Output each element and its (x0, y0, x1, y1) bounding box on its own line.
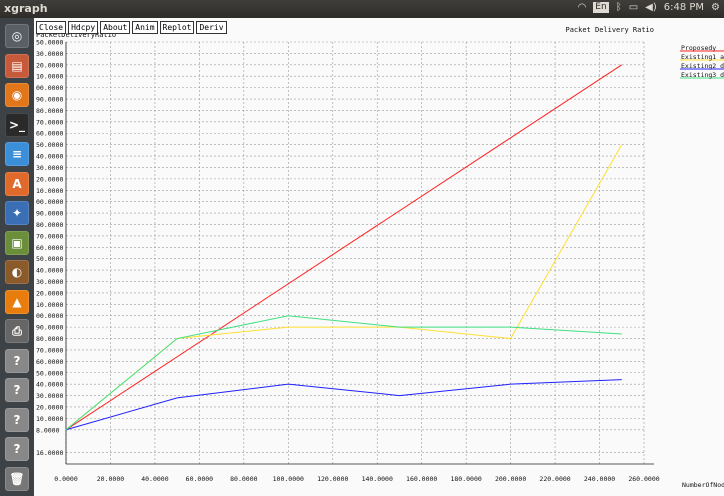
xgraph-hdcpy-button[interactable]: Hdcpy (68, 21, 99, 34)
y-tick-label: 10.0000 (36, 415, 63, 423)
x-tick-label: 160.0000 (406, 475, 437, 483)
printer-icon[interactable]: ⎙ (5, 319, 29, 343)
y-tick-label: 30.0000 (36, 50, 63, 58)
y-tick-label: 20.0000 (36, 175, 63, 183)
writer-icon[interactable]: ≡ (5, 142, 29, 166)
y-tick-label: 30.0000 (36, 392, 63, 400)
y-tick-label: 60.0000 (36, 244, 63, 252)
xgraph-anim-button[interactable]: Anim (132, 21, 158, 34)
x-tick-label: 100.0000 (273, 475, 304, 483)
chart-title: Packet Delivery Ratio (565, 26, 654, 34)
y-tick-label: 70.0000 (36, 346, 63, 354)
keyboard-layout-indicator[interactable]: En (593, 2, 609, 13)
launcher: ◎ ▤ ◉ >_ ≡ A ✦ ▣ ◐ ▲ ⎙???? 🗑 (0, 18, 34, 496)
files-icon[interactable]: ▤ (5, 53, 29, 78)
trash-icon[interactable]: 🗑 (5, 466, 29, 491)
legend-entry: Proposedy (681, 44, 716, 52)
unknown-app-icon[interactable]: ? (5, 437, 29, 461)
vlc-icon[interactable]: ▲ (5, 289, 29, 314)
x-tick-label: 180.0000 (450, 475, 481, 483)
y-tick-label: 80.0000 (36, 107, 63, 115)
y-tick-label: 40.0000 (36, 153, 63, 161)
x-tick-label: 60.0000 (186, 475, 213, 483)
y-tick-label: 50.0000 (36, 255, 63, 263)
y-tick-label: 20.0000 (36, 61, 63, 69)
y-axis-label: PacketDeliveryRatio (36, 31, 116, 39)
power-gear-icon[interactable]: ⚙ (711, 2, 720, 13)
legend-entry: Existing1 aodv (681, 53, 724, 61)
y-tick-label: 00.0000 (36, 312, 63, 320)
y-tick-label: 40.0000 (36, 381, 63, 389)
series-line-2 (65, 144, 623, 431)
window-title: xgraph (4, 2, 48, 15)
unknown-app-icon[interactable]: ? (5, 348, 29, 373)
volume-icon[interactable]: ◀) (645, 2, 657, 13)
x-tick-label: 200.0000 (495, 475, 526, 483)
y-tick-label: 20.0000 (36, 289, 63, 297)
legend-entry: Existing2 dsdv (681, 62, 724, 70)
chart-canvas: 16.0000 8.0000 10.0000 20.0000 30.0000 40.000… (36, 26, 724, 489)
x-tick-label: 140.0000 (362, 475, 393, 483)
y-tick-label: 90.0000 (36, 96, 63, 104)
x-tick-label: 240.0000 (584, 475, 615, 483)
battery-icon[interactable]: ▭ (628, 2, 639, 13)
y-tick-label: 10.0000 (36, 73, 63, 81)
y-tick-label: 70.0000 (36, 118, 63, 126)
image-viewer-icon[interactable]: ▣ (5, 230, 29, 255)
x-tick-label: 40.0000 (141, 475, 168, 483)
y-tick-label: 90.0000 (36, 210, 63, 218)
legend-entry: Existing3 dsr (681, 71, 724, 79)
xgraph-deriv-button[interactable]: Deriv (196, 21, 227, 34)
y-tick-label: 30.0000 (36, 278, 63, 286)
y-tick-label: 10.0000 (36, 301, 63, 309)
y-tick-label: 16.0000 (36, 449, 63, 457)
bluetooth-icon[interactable]: ᛒ (615, 2, 622, 13)
y-tick-label: 50.0000 (36, 39, 63, 47)
y-tick-label: 8.0000 (36, 426, 60, 434)
series-line-3 (65, 379, 622, 431)
series-line-4 (65, 315, 622, 431)
xgraph-close-button[interactable]: Close (36, 21, 67, 34)
y-tick-label: 60.0000 (36, 130, 63, 138)
settings-icon[interactable]: ✦ (5, 201, 29, 225)
y-tick-label: 50.0000 (36, 369, 63, 377)
unknown-app-icon[interactable]: ? (5, 407, 29, 432)
x-tick-label: 220.0000 (539, 475, 570, 483)
wifi-icon[interactable]: ◠ (577, 2, 587, 13)
terminal-icon[interactable]: >_ (5, 112, 29, 137)
unknown-app-icon[interactable]: ? (5, 378, 29, 402)
clock[interactable]: 6:48 PM (663, 2, 705, 13)
y-tick-label: 50.0000 (36, 141, 63, 149)
system-tray: ◠ En ᛒ ▭ ◀) 6:48 PM ⚙ (578, 2, 720, 13)
firefox-icon[interactable]: ◉ (5, 83, 29, 107)
y-tick-label: 00.0000 (36, 198, 63, 206)
y-tick-label: 20.0000 (36, 403, 63, 411)
x-axis-label: NumberOfNodes (682, 481, 724, 489)
y-tick-label: 40.0000 (36, 267, 63, 275)
x-tick-label: 120.0000 (317, 475, 348, 483)
y-tick-label: 90.0000 (36, 324, 63, 332)
x-tick-label: 260.0000 (628, 475, 659, 483)
y-tick-label: 10.0000 (36, 187, 63, 195)
top-panel: xgraph ◠ En ᛒ ▭ ◀) 6:48 PM ⚙ (0, 0, 724, 18)
y-tick-label: 70.0000 (36, 232, 63, 240)
x-tick-label: 80.0000 (230, 475, 257, 483)
y-tick-label: 80.0000 (36, 335, 63, 343)
y-tick-label: 30.0000 (36, 164, 63, 172)
dash-icon[interactable]: ◎ (5, 24, 29, 48)
x-tick-label: 0.0000 (54, 475, 78, 483)
media-player-icon[interactable]: ◐ (5, 260, 29, 284)
y-tick-label: 60.0000 (36, 358, 63, 366)
xgraph-replot-button[interactable]: Replot (159, 21, 195, 34)
xgraph-toolbar: Close Hdcpy About Anim Replot Deriv (36, 21, 227, 34)
software-center-icon[interactable]: A (5, 171, 29, 196)
x-tick-label: 20.0000 (97, 475, 124, 483)
series-line-1 (65, 64, 623, 431)
xgraph-about-button[interactable]: About (100, 21, 131, 34)
y-tick-label: 80.0000 (36, 221, 63, 229)
y-tick-label: 00.0000 (36, 84, 63, 92)
xgraph-window: Close Hdcpy About Anim Replot Deriv 16.0000 8.… (34, 18, 724, 496)
